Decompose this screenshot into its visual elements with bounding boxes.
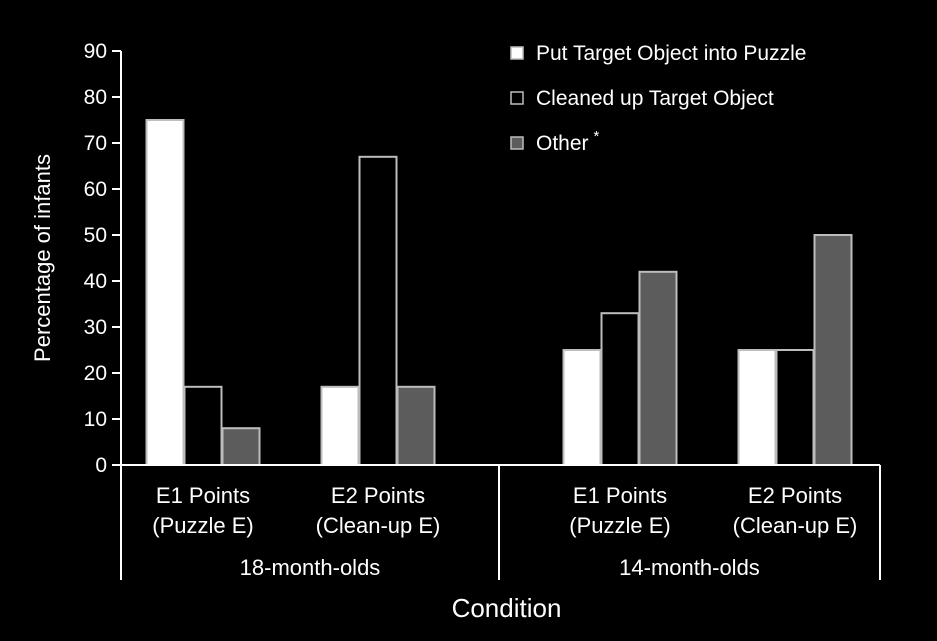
y-tick-label: 10 (84, 408, 107, 431)
x-category-label: E1 Points (156, 483, 250, 508)
y-axis: 0 10 20 30 40 50 60 70 80 90 (84, 40, 122, 477)
y-tick-label: 0 (95, 454, 107, 477)
y-tick-label: 90 (84, 40, 107, 63)
legend-swatch (510, 91, 524, 105)
x-group-label: 14-month-olds (619, 555, 760, 580)
bar-cleaned-up-target (600, 312, 640, 467)
y-tick-label: 30 (84, 316, 107, 339)
legend-label: Other * (536, 128, 600, 155)
y-tick-label: 20 (84, 362, 107, 385)
bar-cleaned-up-target (183, 385, 223, 466)
y-tick-label: 80 (84, 86, 107, 109)
y-ticks: 0 10 20 30 40 50 60 70 80 90 (84, 40, 121, 477)
x-group-labels: 18-month-olds 14-month-olds (240, 555, 760, 580)
y-tick-label: 70 (84, 132, 107, 155)
bar-other (813, 234, 853, 466)
bars (145, 119, 853, 467)
x-category-sublabel: (Clean-up E) (316, 513, 441, 538)
x-category-sublabel: (Puzzle E) (569, 513, 670, 538)
bar-put-target-object (737, 349, 777, 466)
x-category-sublabel: (Puzzle E) (152, 513, 253, 538)
legend-label: Put Target Object into Puzzle (536, 42, 806, 65)
x-axis-title: Condition (452, 593, 562, 623)
y-axis-title: Percentage of infants (30, 154, 55, 362)
x-axis: E1 Points (Puzzle E) E2 Points (Clean-up E)… (120, 464, 881, 580)
x-category-sublabel: (Clean-up E) (733, 513, 858, 538)
legend-swatch (510, 136, 524, 150)
y-tick-label: 50 (84, 224, 107, 247)
x-category-label: E2 Points (331, 483, 425, 508)
x-category-labels: E1 Points (Puzzle E) E2 Points (Clean-up E)… (152, 483, 857, 538)
bar-put-target-object (145, 119, 185, 466)
x-category-label: E1 Points (573, 483, 667, 508)
bar-cleaned-up-target (775, 349, 815, 466)
legend: Put Target Object into Puzzle Cleaned up … (510, 42, 806, 155)
legend-swatch (510, 46, 524, 60)
bar-cleaned-up-target (358, 155, 398, 467)
x-axis-dividers (120, 465, 881, 580)
legend-marker: * (594, 128, 600, 145)
bar-put-target-object (562, 349, 602, 466)
bar-other (221, 427, 261, 467)
x-group-label: 18-month-olds (240, 555, 381, 580)
bar-other (638, 270, 678, 466)
bar-put-target-object (320, 385, 360, 466)
legend-label: Cleaned up Target Object (536, 87, 774, 110)
y-tick-label: 60 (84, 178, 107, 201)
x-category-label: E2 Points (748, 483, 842, 508)
bar-other (396, 385, 436, 466)
y-tick-label: 40 (84, 270, 107, 293)
